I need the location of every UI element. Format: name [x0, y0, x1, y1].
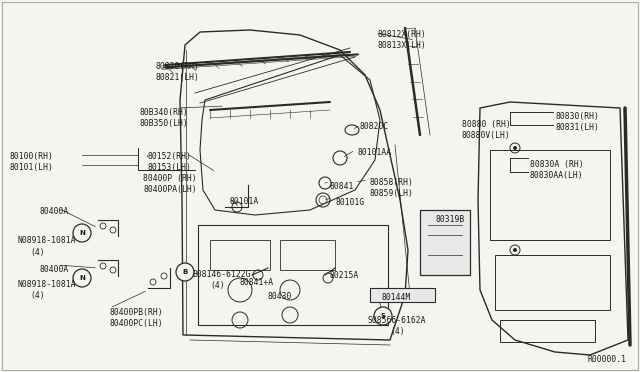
- Text: 80813X(LH): 80813X(LH): [378, 41, 427, 50]
- Text: 80400A: 80400A: [40, 207, 69, 216]
- Text: 80841: 80841: [330, 182, 355, 191]
- Text: 80859(LH): 80859(LH): [370, 189, 414, 198]
- Text: (4): (4): [30, 248, 45, 257]
- Bar: [420, 210, 470, 275]
- Text: 80880 (RH): 80880 (RH): [462, 120, 511, 129]
- Text: 80830(RH): 80830(RH): [555, 112, 599, 121]
- Text: B08146-6122G: B08146-6122G: [192, 270, 250, 279]
- Text: 80B340(RH): 80B340(RH): [140, 108, 189, 117]
- Text: 80812X(RH): 80812X(RH): [378, 30, 427, 39]
- Text: R00000.1: R00000.1: [588, 355, 627, 364]
- Text: N: N: [79, 230, 85, 236]
- Text: 80831(LH): 80831(LH): [555, 123, 599, 132]
- Circle shape: [176, 263, 194, 281]
- Text: 80400PA(LH): 80400PA(LH): [143, 185, 196, 194]
- Text: (4): (4): [30, 291, 45, 300]
- Text: B: B: [182, 269, 188, 275]
- Text: 80821(LH): 80821(LH): [155, 73, 199, 82]
- Text: 80400P (RH): 80400P (RH): [143, 174, 196, 183]
- Text: N08918-1081A: N08918-1081A: [18, 280, 77, 289]
- Bar: [370, 288, 435, 302]
- Text: (4): (4): [210, 281, 225, 290]
- Text: 80830AA(LH): 80830AA(LH): [530, 171, 584, 180]
- Circle shape: [513, 248, 517, 252]
- Text: 80880V(LH): 80880V(LH): [462, 131, 511, 140]
- Bar: [490, 150, 610, 240]
- Text: 80B350(LH): 80B350(LH): [140, 119, 189, 128]
- Circle shape: [73, 269, 91, 287]
- Text: 80101G: 80101G: [335, 198, 364, 207]
- Text: 80400PC(LH): 80400PC(LH): [110, 319, 164, 328]
- Text: 80841+A: 80841+A: [240, 278, 274, 287]
- Text: 80101AA: 80101AA: [358, 148, 392, 157]
- Text: 80215A: 80215A: [330, 271, 359, 280]
- Text: 80400PB(RH): 80400PB(RH): [110, 308, 164, 317]
- Circle shape: [374, 307, 392, 325]
- Text: 80820(RH): 80820(RH): [155, 62, 199, 71]
- Bar: [210, 240, 270, 270]
- Text: 80144M: 80144M: [382, 293, 412, 302]
- Text: (4): (4): [390, 327, 404, 336]
- Circle shape: [513, 146, 517, 150]
- Text: N: N: [79, 275, 85, 281]
- Circle shape: [73, 224, 91, 242]
- Text: 80830A (RH): 80830A (RH): [530, 160, 584, 169]
- Text: 80152(RH): 80152(RH): [148, 152, 192, 161]
- Text: 80820C: 80820C: [360, 122, 389, 131]
- Text: S: S: [381, 313, 385, 319]
- Text: N08918-1081A: N08918-1081A: [18, 236, 77, 245]
- Text: 80858(RH): 80858(RH): [370, 178, 414, 187]
- Text: 80319B: 80319B: [435, 215, 464, 224]
- Text: 80400A: 80400A: [40, 265, 69, 274]
- Bar: [500, 320, 595, 342]
- Text: 80430: 80430: [268, 292, 292, 301]
- Bar: [280, 240, 335, 270]
- Bar: [198, 225, 388, 325]
- Text: 80100(RH): 80100(RH): [10, 152, 54, 161]
- Text: 80101(LH): 80101(LH): [10, 163, 54, 172]
- Text: S08566-6162A: S08566-6162A: [368, 316, 426, 325]
- Bar: [495, 255, 610, 310]
- Text: 80153(LH): 80153(LH): [148, 163, 192, 172]
- Text: 80101A: 80101A: [230, 197, 259, 206]
